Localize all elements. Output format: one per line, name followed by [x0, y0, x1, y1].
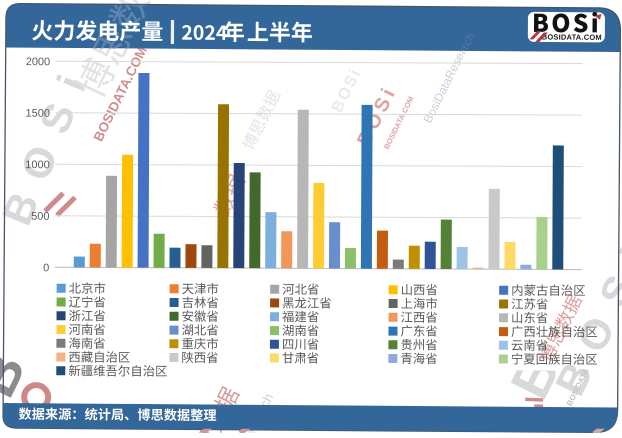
svg-text:0: 0 — [43, 262, 49, 274]
svg-text:500: 500 — [31, 211, 49, 223]
svg-text:1500: 1500 — [25, 108, 50, 120]
svg-text:BOSIDATA.COM: BOSIDATA.COM — [542, 32, 602, 41]
svg-text:1000: 1000 — [25, 159, 50, 171]
svg-text:2000: 2000 — [26, 56, 51, 68]
